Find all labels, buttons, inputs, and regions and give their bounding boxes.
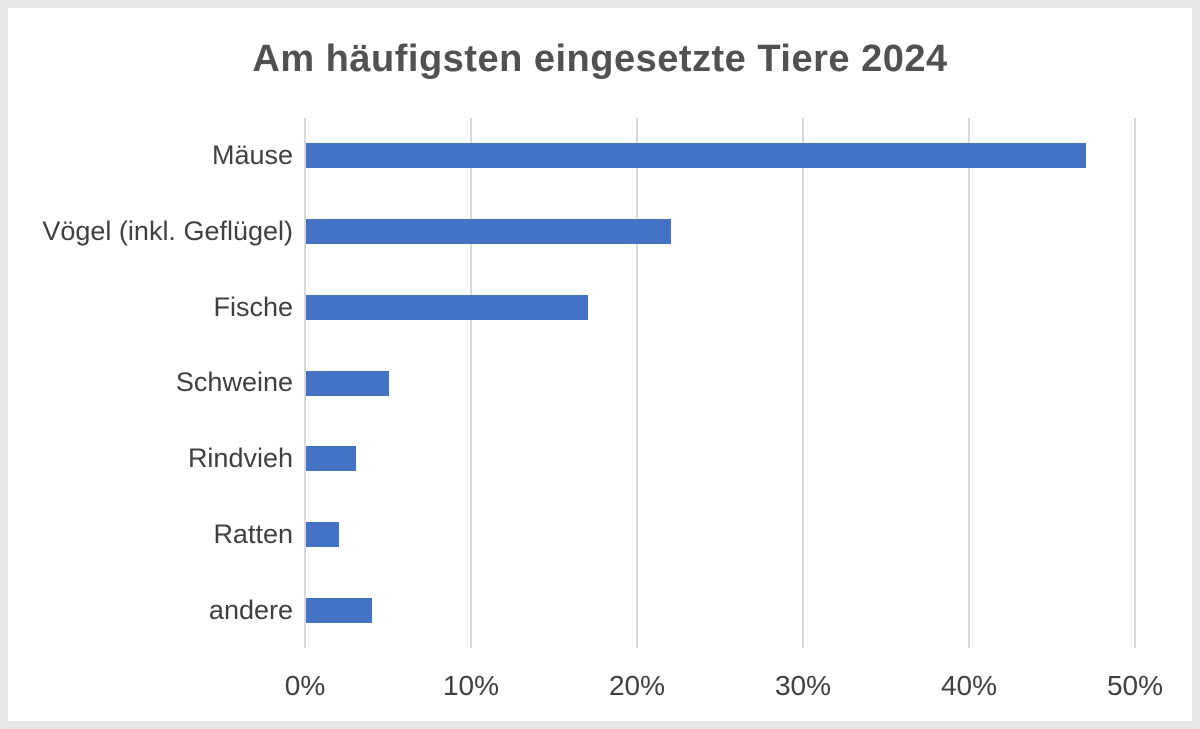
x-tick-label-20: 20%: [608, 670, 666, 701]
value-axis: 0% 10% 20% 30% 40% 50%: [285, 670, 1163, 710]
plot-area: [304, 118, 1136, 648]
category-label-5: Rindvieh: [187, 443, 293, 474]
bar-2: [306, 219, 672, 245]
category-label-7: andere: [208, 594, 293, 625]
gridline-30: [802, 118, 804, 648]
gridline-50: [1134, 118, 1136, 648]
gridline-0: [304, 118, 306, 648]
category-label-1: Mäuse: [211, 140, 293, 171]
bar-4: [306, 370, 389, 396]
chart-title: Am häufigsten eingesetzte Tiere 2024: [252, 38, 948, 80]
x-tick-label-0: 0%: [284, 670, 326, 701]
x-tick-label-40: 40%: [940, 670, 998, 701]
bar-6: [306, 521, 340, 547]
category-label-2: Vögel (inkl. Geflügel): [42, 216, 293, 247]
category-axis: Mäuse Vögel (inkl. Geflügel) Fische Schwein…: [8, 118, 293, 648]
category-label-3: Fische: [213, 291, 293, 322]
bar-5: [306, 446, 356, 472]
bar-7: [306, 597, 373, 623]
x-tick-label-30: 30%: [774, 670, 832, 701]
category-label-4: Schweine: [175, 367, 293, 398]
x-tick-label-10: 10%: [442, 670, 500, 701]
bar-3: [306, 294, 589, 320]
gridline-20: [636, 118, 638, 648]
x-tick-label-50: 50%: [1106, 670, 1164, 701]
bar-1: [306, 143, 1087, 169]
gridline-10: [470, 118, 472, 648]
gridline-40: [968, 118, 970, 648]
category-label-6: Ratten: [213, 518, 293, 549]
